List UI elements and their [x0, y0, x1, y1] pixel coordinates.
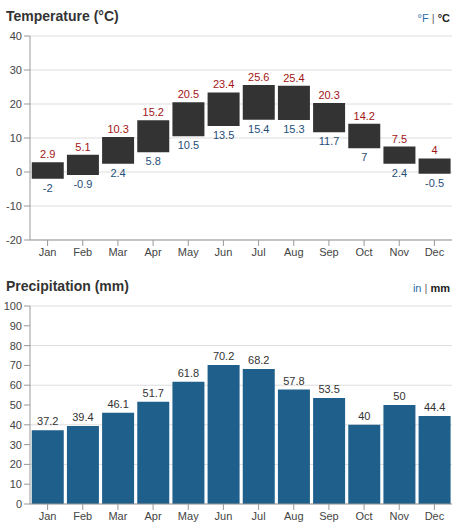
svg-text:May: May: [178, 510, 199, 522]
svg-text:Apr: Apr: [145, 246, 162, 258]
svg-text:13.5: 13.5: [213, 129, 234, 141]
svg-text:14.2: 14.2: [354, 110, 375, 122]
svg-text:70: 70: [10, 359, 22, 371]
svg-text:46.1: 46.1: [107, 398, 128, 410]
svg-text:Oct: Oct: [356, 510, 373, 522]
svg-text:37.2: 37.2: [37, 415, 58, 427]
svg-text:5.1: 5.1: [75, 141, 90, 153]
svg-text:53.5: 53.5: [318, 383, 339, 395]
svg-text:20.5: 20.5: [178, 88, 199, 100]
svg-text:Nov: Nov: [389, 510, 409, 522]
svg-text:11.7: 11.7: [319, 135, 340, 147]
svg-text:60: 60: [10, 379, 22, 391]
svg-text:30: 30: [10, 64, 22, 76]
svg-text:Mar: Mar: [108, 246, 127, 258]
svg-text:Jan: Jan: [39, 246, 57, 258]
svg-text:51.7: 51.7: [143, 387, 164, 399]
svg-text:Jul: Jul: [252, 510, 266, 522]
svg-text:4: 4: [432, 144, 438, 156]
svg-text:Aug: Aug: [284, 246, 304, 258]
svg-text:15.3: 15.3: [283, 123, 304, 135]
svg-text:15.2: 15.2: [143, 106, 164, 118]
svg-text:-0.9: -0.9: [73, 178, 92, 190]
svg-text:80: 80: [10, 340, 22, 352]
html-text:Precipitation (mm): Precipitation (mm): [6, 278, 129, 294]
svg-text:Feb: Feb: [73, 510, 92, 522]
svg-text:Dec: Dec: [425, 510, 445, 522]
html-text:°F | °C: °F | °C: [417, 12, 450, 24]
svg-text:25.4: 25.4: [283, 72, 304, 84]
svg-text:Jun: Jun: [215, 246, 233, 258]
svg-text:Nov: Nov: [389, 246, 409, 258]
svg-text:30: 30: [10, 439, 22, 451]
svg-text:20: 20: [10, 98, 22, 110]
svg-text:Dec: Dec: [425, 246, 445, 258]
svg-text:15.4: 15.4: [248, 123, 269, 135]
svg-text:Mar: Mar: [108, 510, 127, 522]
svg-text:2.9: 2.9: [40, 148, 55, 160]
svg-text:May: May: [178, 246, 199, 258]
svg-text:Sep: Sep: [319, 510, 339, 522]
svg-text:70.2: 70.2: [213, 350, 234, 362]
svg-text:50: 50: [10, 399, 22, 411]
svg-text:100: 100: [8, 300, 22, 312]
svg-text:5.8: 5.8: [146, 155, 161, 167]
svg-text:10: 10: [10, 478, 22, 490]
svg-text:10: 10: [10, 132, 22, 144]
svg-text:40: 40: [10, 30, 22, 42]
svg-text:Jan: Jan: [39, 510, 57, 522]
svg-text:25.6: 25.6: [248, 71, 269, 83]
svg-text:2.4: 2.4: [392, 167, 407, 179]
svg-text:Jul: Jul: [252, 246, 266, 258]
svg-text:-20: -20: [8, 234, 22, 246]
svg-text:Apr: Apr: [145, 510, 162, 522]
svg-text:57.8: 57.8: [283, 375, 304, 387]
svg-text:-0.5: -0.5: [425, 177, 444, 189]
svg-text:-2: -2: [43, 182, 53, 194]
svg-text:20.3: 20.3: [318, 89, 339, 101]
svg-text:Sep: Sep: [319, 246, 339, 258]
svg-text:39.4: 39.4: [72, 411, 93, 423]
svg-text:Aug: Aug: [284, 510, 304, 522]
html-text:in | mm: in | mm: [412, 282, 450, 294]
svg-text:Oct: Oct: [356, 246, 373, 258]
svg-text:40: 40: [10, 419, 22, 431]
svg-text:68.2: 68.2: [248, 354, 269, 366]
svg-text:61.8: 61.8: [178, 367, 199, 379]
svg-text:Jun: Jun: [215, 510, 233, 522]
svg-text:44.4: 44.4: [424, 401, 445, 413]
svg-text:-10: -10: [8, 200, 22, 212]
html-text:Temperature (°C): Temperature (°C): [6, 8, 119, 24]
svg-text:0: 0: [16, 166, 22, 178]
svg-text:Feb: Feb: [73, 246, 92, 258]
svg-text:7: 7: [361, 151, 367, 163]
svg-text:23.4: 23.4: [213, 78, 234, 90]
svg-text:0: 0: [16, 498, 22, 510]
svg-text:7.5: 7.5: [392, 133, 407, 145]
svg-text:20: 20: [10, 458, 22, 470]
svg-text:40: 40: [358, 410, 370, 422]
svg-text:2.4: 2.4: [110, 167, 125, 179]
svg-text:50: 50: [393, 390, 405, 402]
svg-text:10.3: 10.3: [107, 123, 128, 135]
svg-text:10.5: 10.5: [178, 139, 199, 151]
svg-text:90: 90: [10, 320, 22, 332]
